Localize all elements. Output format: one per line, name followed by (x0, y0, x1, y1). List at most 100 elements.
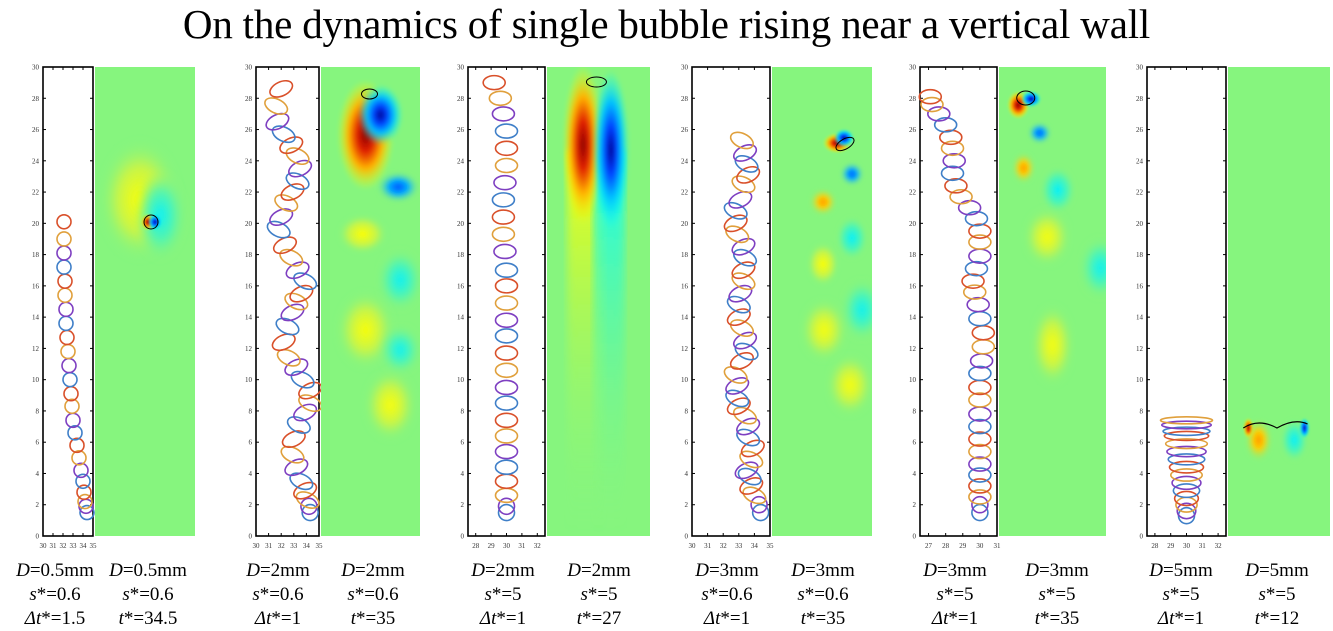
caption-diameter-symbol: D (1149, 560, 1163, 581)
caption-timestep-symbol: Δt (1157, 608, 1175, 629)
vortex-blue (358, 85, 403, 145)
caption-time-symbol: t (350, 608, 357, 629)
y-tick-label: 6 (1140, 439, 1144, 447)
bubble-outline (488, 90, 513, 107)
bubble-outline (295, 491, 320, 509)
caption-separation-value: *=0.6 (129, 584, 174, 605)
caption-separation-symbol: s (1038, 584, 1046, 605)
figure-title: On the dynamics of single bubble rising … (182, 1, 1151, 47)
bubble-outline (732, 406, 758, 425)
caption-diameter: D=0.5mm (0, 559, 110, 583)
y-tick-label: 18 (457, 251, 465, 259)
bubble-outline (1167, 453, 1206, 466)
bubble-outline (728, 190, 753, 209)
y-tick-label: 6 (685, 439, 689, 447)
field-features (802, 129, 872, 415)
bubble-outline (494, 278, 519, 294)
bubble-outline (497, 503, 516, 522)
bubble-outline (968, 489, 992, 505)
x-tick-label: 29 (959, 542, 967, 550)
caption-timestep-value: *=1 (1174, 608, 1205, 629)
y-tick-label: 22 (1136, 189, 1144, 197)
caption-diameter: D=5mm (1126, 559, 1236, 583)
y-tick-label: 28 (909, 95, 917, 103)
vortex-red (563, 67, 604, 225)
vortex-yellow (1025, 209, 1070, 265)
bubble-outline (494, 123, 519, 139)
bubble-outline (968, 223, 992, 239)
y-tick-label: 2 (1140, 501, 1144, 509)
bubble-outline (962, 284, 987, 300)
caption-separation-symbol: s (580, 584, 588, 605)
caption-separation-value: *=0.6 (36, 584, 81, 605)
caption-timestep: Δt*=1 (1126, 607, 1236, 631)
bubble-outline (1164, 438, 1209, 450)
bubble-outline (723, 201, 748, 220)
y-tick-label: 4 (913, 470, 917, 478)
bubble-outline (1160, 420, 1213, 430)
caption-separation-value: *=5 (943, 584, 974, 605)
field-features (337, 80, 420, 440)
caption-timestep-value: *=1.5 (41, 608, 86, 629)
bubble-outline (280, 183, 305, 201)
x-tick-label: 35 (90, 542, 98, 550)
caption-time: t*=34.5 (93, 607, 203, 631)
bubble-outline (732, 144, 758, 162)
bubble-outline (918, 88, 943, 105)
caption-timestep-symbol: Δt (479, 608, 497, 629)
caption-timestep-symbol: Δt (24, 608, 42, 629)
x-tick-label: 32 (60, 542, 68, 550)
y-tick-label: 14 (1136, 314, 1144, 322)
bubble-outline (961, 273, 985, 289)
bubble-outline (1176, 502, 1197, 520)
x-tick-label: 31 (1199, 542, 1207, 550)
caption-separation-symbol: s (1162, 584, 1170, 605)
bubble-outline (69, 437, 85, 454)
y-tick-label: 28 (32, 95, 40, 103)
y-tick-label: 14 (32, 314, 40, 322)
bubble-outline (920, 96, 944, 113)
bubble-outline (265, 112, 290, 131)
bubble-outline (964, 210, 989, 227)
x-tick-label: 29 (488, 542, 496, 550)
y-tick-label: 18 (681, 251, 689, 259)
bubble-outline (731, 237, 756, 256)
x-tick-label: 31 (704, 542, 712, 550)
bubble-outline (64, 398, 80, 415)
caption-diameter-symbol: D (109, 560, 123, 581)
vortex-yellow (337, 214, 388, 254)
bubble-outline (285, 147, 310, 166)
y-tick-label: 14 (457, 314, 465, 322)
y-tick-label: 12 (681, 345, 689, 353)
caption-timestep: Δt*=1 (900, 607, 1010, 631)
caption-diameter: D=2mm (318, 559, 428, 583)
bubble-outline (1172, 483, 1201, 499)
field-features (1007, 90, 1106, 385)
y-tick-label: 10 (245, 376, 253, 384)
y-tick-label: 8 (249, 407, 253, 415)
caption-time-value: *=35 (356, 608, 396, 629)
y-tick-label: 16 (909, 282, 917, 290)
y-tick-label: 0 (461, 533, 465, 541)
y-tick-label: 22 (32, 189, 40, 197)
bubble-outline (289, 472, 314, 491)
caption-separation: s*=0.6 (223, 583, 333, 607)
bubble-outline (285, 261, 310, 280)
bubble-outline (285, 172, 310, 191)
y-tick-label: 28 (681, 95, 689, 103)
x-tick-label: 33 (70, 542, 78, 550)
caption-diameter: D=5mm (1222, 559, 1332, 583)
field-background (1228, 67, 1330, 536)
caption-separation-symbol: s (347, 584, 355, 605)
bubble-outline (942, 153, 967, 169)
x-tick-label: 32 (278, 542, 286, 550)
vortex-yellow (1032, 305, 1073, 385)
y-tick-label: 30 (245, 64, 253, 72)
y-tick-label: 6 (36, 439, 40, 447)
y-tick-label: 22 (681, 189, 689, 197)
vortex-cyan (380, 326, 420, 374)
y-tick-label: 2 (685, 501, 689, 509)
bubble-outline (1173, 490, 1200, 507)
